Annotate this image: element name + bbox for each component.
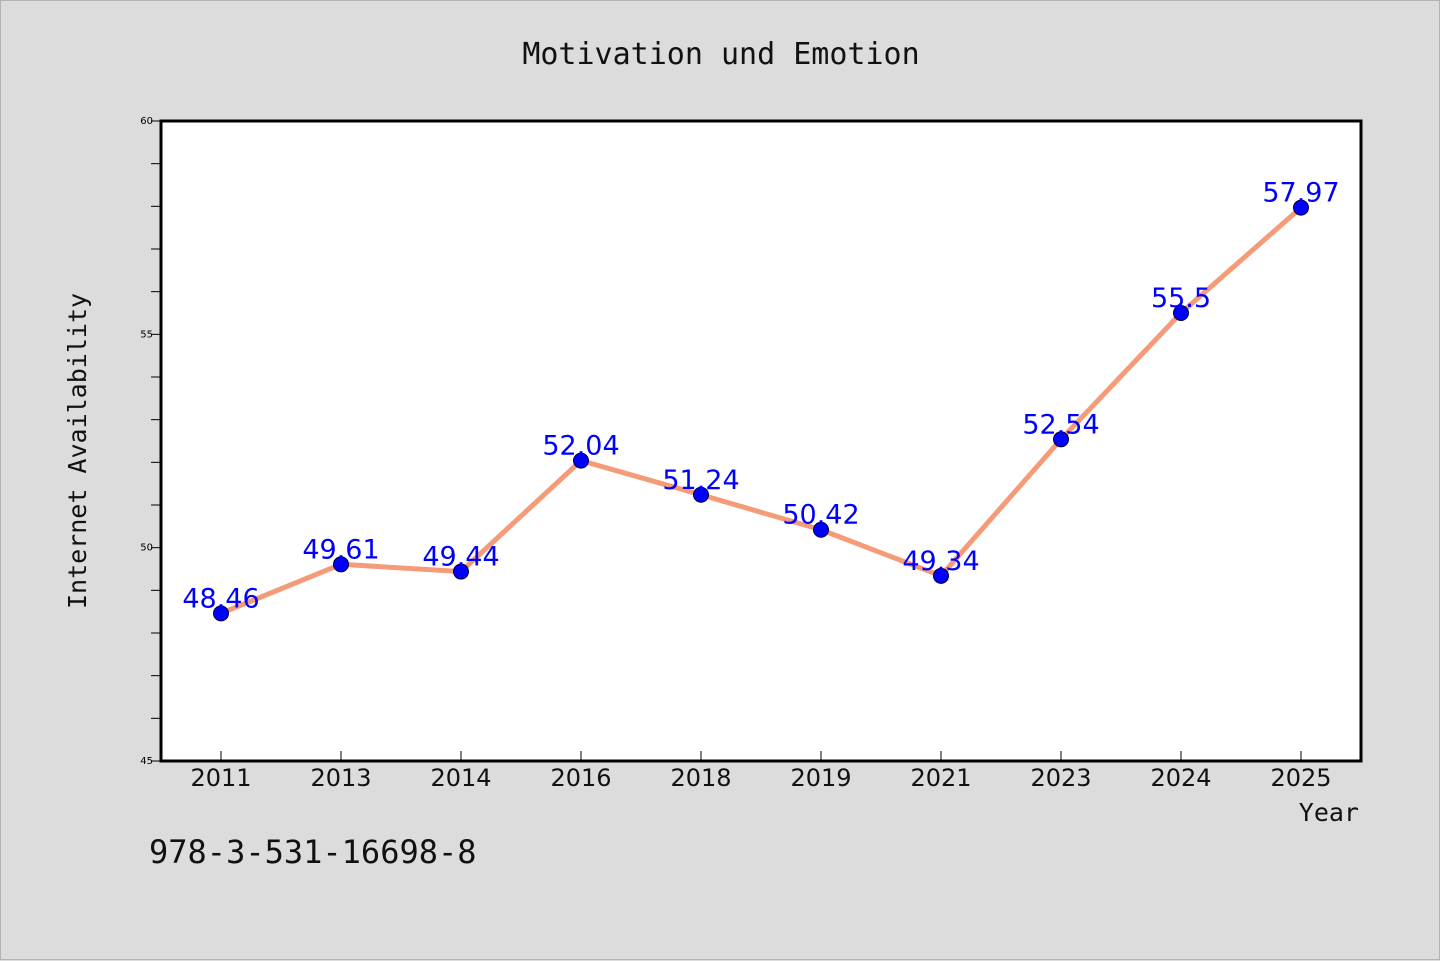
- data-point: [1293, 199, 1309, 216]
- x-tick-label: 2014: [430, 764, 491, 792]
- x-tick-label: 2011: [190, 764, 251, 792]
- y-tick-label: 45: [140, 756, 153, 767]
- x-axis-label: Year: [1299, 798, 1359, 827]
- y-tick-label: 50: [140, 543, 153, 554]
- x-tick-label: 2016: [550, 764, 611, 792]
- chart-title: Motivation und Emotion: [522, 37, 919, 72]
- plot-frame: [159, 119, 1363, 763]
- data-point: [213, 605, 229, 622]
- data-label: 49.34: [902, 546, 979, 577]
- x-tick-label: 2019: [790, 764, 851, 792]
- y-axis-ticks: 45 50 55 60: [140, 116, 161, 767]
- x-axis-ticks: 2011 2013 2014 2016 2018 2019 2021 2023 2024 2025: [190, 751, 1332, 792]
- data-label: 49.44: [422, 542, 499, 573]
- data-label: 52.04: [542, 431, 619, 462]
- series-layer: [213, 199, 1309, 622]
- data-label: 52.54: [1022, 409, 1099, 440]
- data-label: 50.42: [782, 500, 859, 531]
- data-label: 51.24: [662, 465, 739, 496]
- data-point: [453, 563, 469, 580]
- series-line: [218, 205, 1304, 616]
- data-point: [693, 486, 709, 503]
- data-label: 49.61: [302, 534, 379, 565]
- data-label: 48.46: [182, 583, 259, 614]
- plot-area: [161, 121, 1361, 761]
- x-tick-label: 2013: [310, 764, 371, 792]
- x-tick-label: 2021: [910, 764, 971, 792]
- data-point: [333, 556, 349, 573]
- x-tick-label: 2023: [1030, 764, 1091, 792]
- data-label-layer: 48.46 49.61 49.44 52.04 51.24 50.42 49.34 52.54…: [182, 178, 1339, 615]
- data-point: [933, 567, 949, 584]
- y-axis-label: Internet Availability: [63, 293, 92, 609]
- x-tick-label: 2018: [670, 764, 731, 792]
- isbn-caption: 978-3-531-16698-8: [149, 833, 477, 871]
- data-point: [573, 452, 589, 469]
- data-point: [813, 521, 829, 538]
- x-tick-label: 2025: [1270, 764, 1331, 792]
- y-tick-label: 55: [140, 329, 153, 340]
- x-tick-label: 2024: [1150, 764, 1211, 792]
- data-label: 55.5: [1151, 283, 1211, 314]
- data-point: [1053, 431, 1069, 448]
- data-point: [1173, 305, 1189, 321]
- data-label: 57.97: [1262, 178, 1339, 209]
- y-tick-label: 60: [140, 116, 153, 127]
